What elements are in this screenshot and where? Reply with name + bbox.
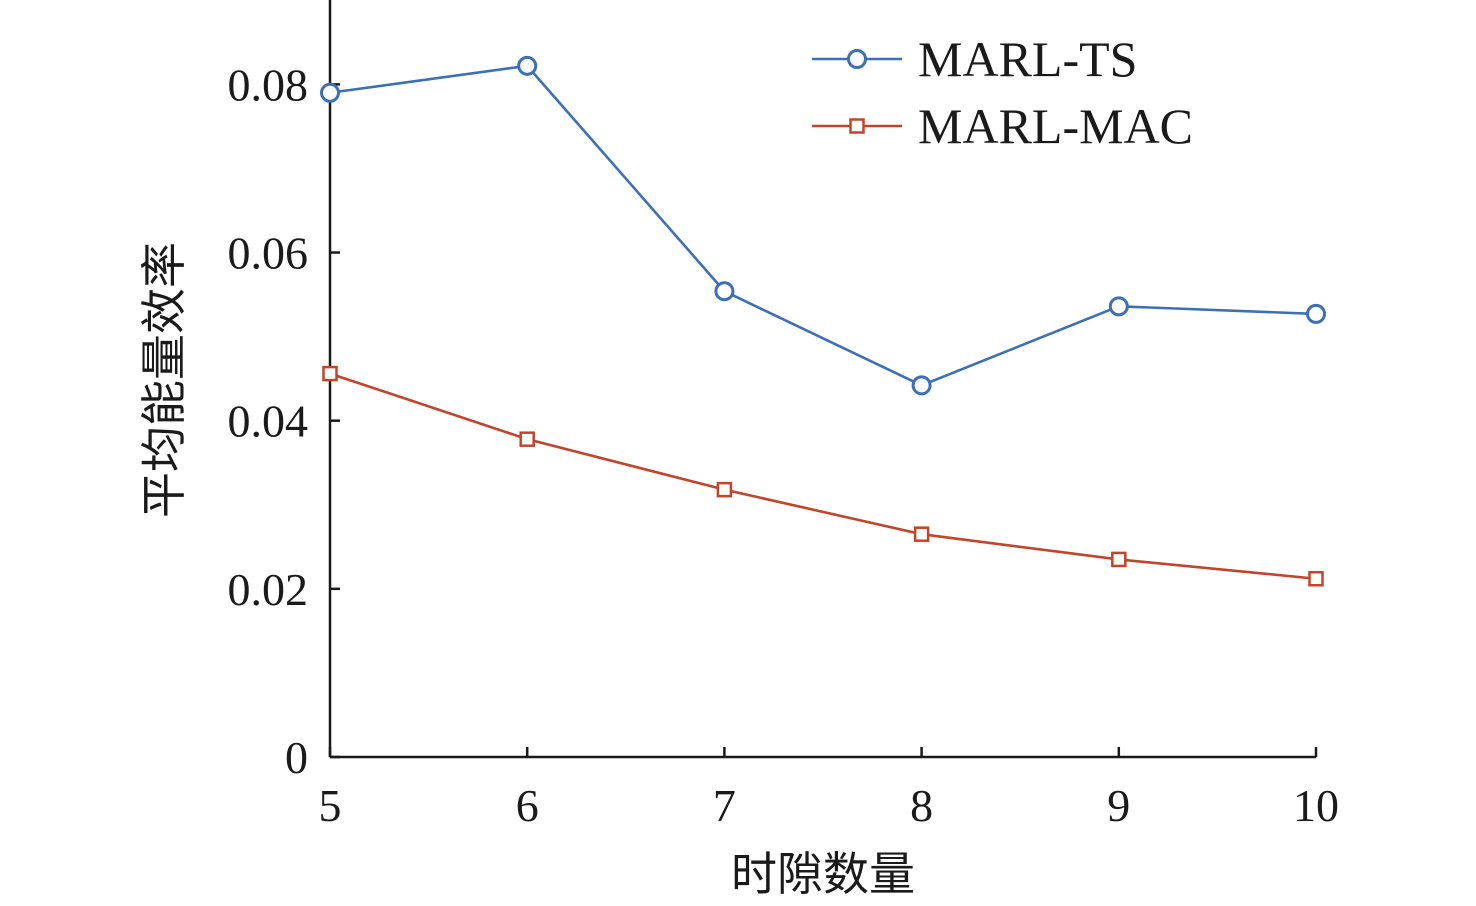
data-point-marl-mac: [1111, 551, 1127, 568]
y-tick-label: 0.04: [228, 396, 309, 447]
y-axis-title: 平均能量效率: [139, 242, 190, 518]
data-point-marl-ts: [714, 281, 735, 302]
data-point-marl-ts: [911, 375, 932, 396]
legend-marker: [849, 118, 865, 134]
series-marl-mac: [322, 365, 1324, 587]
data-point-marl-mac: [913, 526, 930, 542]
x-axis-title: 时隙数量: [731, 849, 915, 900]
legend-label: MARL-TS: [918, 31, 1137, 87]
legend-marker: [847, 49, 867, 69]
legend: MARL-TS MARL-MAC: [812, 31, 1193, 154]
x-ticks: 5 6 7 8 9 10: [319, 747, 1339, 831]
x-tick-label: 5: [319, 780, 342, 831]
x-tick-label: 10: [1293, 780, 1339, 831]
series-layer: [320, 55, 1326, 587]
legend-item-marl-ts: MARL-TS: [812, 31, 1137, 87]
data-point-marl-mac: [716, 481, 733, 498]
y-tick-label: 0.08: [228, 59, 309, 110]
series-marl-ts: [320, 55, 1326, 396]
series-line-marl-mac: [329, 372, 1317, 581]
series-line-marl-ts: [329, 64, 1317, 387]
data-point-marl-mac: [519, 431, 535, 447]
x-tick-label: 8: [910, 780, 933, 831]
y-ticks: 0 0.02 0.04 0.06 0.08: [228, 59, 340, 783]
x-tick-label: 9: [1107, 780, 1130, 831]
data-point-marl-ts: [1108, 296, 1129, 317]
x-tick-label: 6: [516, 780, 539, 831]
data-point-marl-ts: [517, 55, 538, 76]
data-point-marl-mac: [1308, 571, 1324, 587]
y-tick-label: 0: [285, 732, 308, 783]
legend-label: MARL-MAC: [918, 98, 1193, 154]
data-point-marl-ts: [1306, 303, 1326, 324]
data-point-marl-ts: [320, 82, 340, 103]
data-point-marl-mac: [322, 365, 338, 382]
y-tick-label: 0.06: [228, 228, 309, 279]
legend-item-marl-mac: MARL-MAC: [812, 98, 1193, 154]
y-tick-label: 0.02: [228, 564, 309, 615]
x-tick-label: 7: [713, 780, 736, 831]
